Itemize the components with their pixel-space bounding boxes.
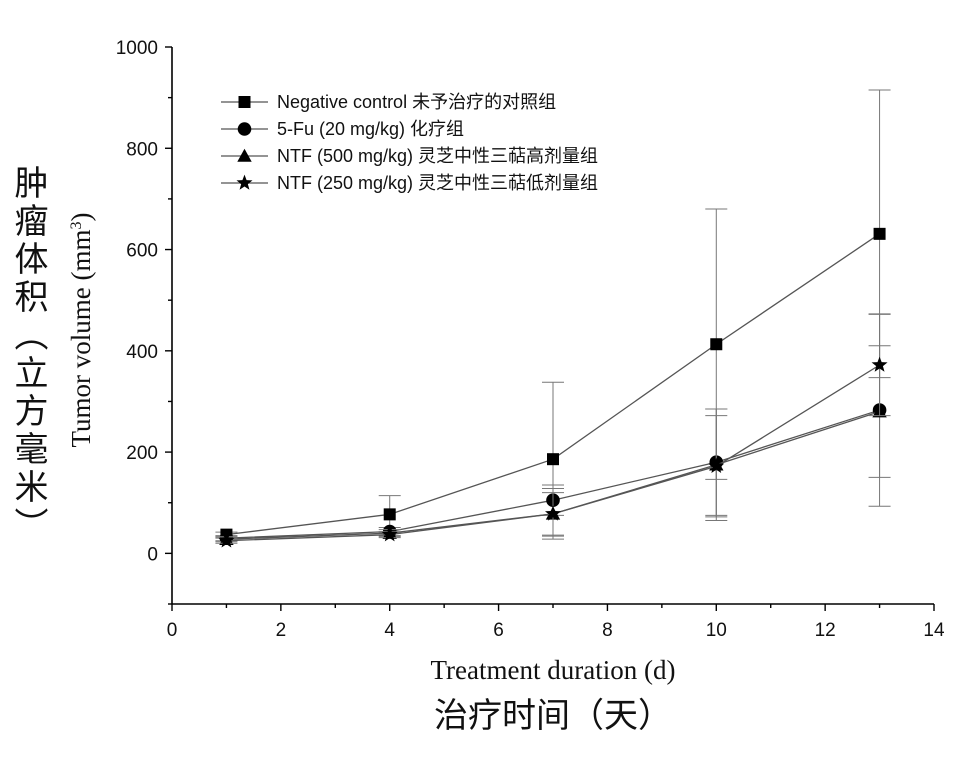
- x-tick-label: 0: [167, 620, 178, 641]
- legend-entry: 5-Fu (20 mg/kg) 化疗组: [221, 119, 464, 139]
- data-point-square: [873, 227, 886, 240]
- axes: 0 2 4 6 8 10 12 14 0 200 400 600 800 1000: [116, 38, 945, 641]
- x-tick-label: 6: [493, 620, 504, 641]
- legend-label: Negative control 未予治疗的对照组: [277, 92, 556, 112]
- x-tick-label: 12: [815, 620, 836, 641]
- data-point-star: [545, 505, 561, 521]
- data-point-square: [383, 508, 396, 521]
- plot-area: [215, 89, 891, 548]
- x-tick-label: 8: [602, 620, 613, 641]
- legend-label: 5-Fu (20 mg/kg) 化疗组: [277, 119, 464, 139]
- legend-label: NTF (250 mg/kg) 灵芝中性三萜低剂量组: [277, 173, 598, 193]
- legend-marker-circle: [237, 122, 252, 136]
- data-point-star: [218, 532, 235, 548]
- x-axis-title-cn: 治疗时间（天）: [434, 696, 672, 736]
- legend-marker-triangle: [237, 148, 252, 162]
- series-star: [215, 313, 891, 548]
- legend-marker-square: [238, 96, 251, 108]
- y-tick-label: 600: [126, 241, 158, 262]
- y-axis-title-cn: 肿瘤体积（立方毫米）: [8, 165, 48, 545]
- y-axis-title-close: ): [66, 212, 96, 221]
- y-tick-label: 200: [126, 443, 158, 464]
- legend-entry: NTF (500 mg/kg) 灵芝中性三萜高剂量组: [221, 146, 598, 166]
- x-tick-label: 14: [923, 620, 945, 641]
- data-point-star: [708, 457, 725, 474]
- x-tick-label: 4: [384, 620, 395, 641]
- legend-label: NTF (500 mg/kg) 灵芝中性三萜高剂量组: [277, 146, 598, 166]
- data-point-square: [710, 338, 723, 351]
- data-point-star: [871, 356, 888, 372]
- x-axis-title: Treatment duration (d): [431, 655, 676, 685]
- legend-entry: NTF (250 mg/kg) 灵芝中性三萜低剂量组: [221, 173, 598, 193]
- y-tick-label: 800: [126, 139, 158, 160]
- y-axis-title: Tumor volume (mm3): [66, 212, 96, 447]
- legend-marker-star: [236, 174, 253, 190]
- x-tick-label: 10: [706, 620, 727, 641]
- y-axis-title-main: Tumor volume (mm: [66, 229, 96, 447]
- data-point-square: [547, 453, 559, 466]
- y-tick-label: 400: [126, 342, 158, 363]
- y-tick-label: 1000: [116, 38, 158, 59]
- y-tick-label: 0: [147, 544, 158, 565]
- data-point-star: [381, 526, 398, 542]
- legend: Negative control 未予治疗的对照组 5-Fu (20 mg/kg)…: [221, 92, 598, 193]
- legend-entry: Negative control 未予治疗的对照组: [221, 92, 556, 112]
- y-axis-title-superscript: 3: [68, 221, 85, 229]
- x-tick-label: 2: [276, 620, 287, 641]
